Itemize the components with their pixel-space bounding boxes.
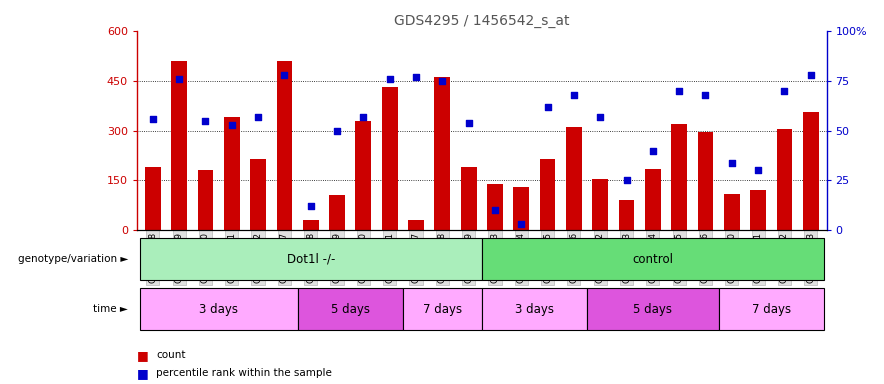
Text: Dot1l -/-: Dot1l -/- bbox=[286, 253, 335, 266]
Point bbox=[330, 127, 344, 134]
Point bbox=[567, 91, 581, 98]
Point bbox=[356, 114, 370, 120]
Point bbox=[698, 91, 713, 98]
Bar bbox=[592, 179, 608, 230]
Bar bbox=[803, 112, 819, 230]
Bar bbox=[140, 238, 482, 280]
Bar bbox=[671, 124, 687, 230]
Point bbox=[725, 159, 739, 166]
Bar bbox=[140, 288, 298, 330]
Bar bbox=[434, 77, 450, 230]
Text: genotype/variation ►: genotype/variation ► bbox=[18, 254, 128, 264]
Point bbox=[278, 71, 292, 78]
Bar bbox=[145, 167, 161, 230]
Point bbox=[251, 114, 265, 120]
Text: count: count bbox=[156, 350, 186, 360]
Point bbox=[461, 119, 476, 126]
Point bbox=[593, 114, 607, 120]
Point bbox=[751, 167, 766, 174]
Bar bbox=[645, 169, 660, 230]
Point bbox=[646, 147, 660, 154]
Point bbox=[514, 221, 529, 227]
Text: 7 days: 7 days bbox=[423, 303, 461, 316]
Bar bbox=[171, 61, 187, 230]
Bar bbox=[751, 190, 766, 230]
Bar bbox=[197, 170, 213, 230]
Bar bbox=[408, 220, 424, 230]
Bar bbox=[776, 129, 792, 230]
Point bbox=[804, 71, 818, 78]
Point bbox=[172, 76, 187, 82]
Bar bbox=[487, 184, 503, 230]
Bar bbox=[277, 61, 293, 230]
Text: 3 days: 3 days bbox=[514, 303, 554, 316]
Point bbox=[383, 76, 397, 82]
Point bbox=[488, 207, 502, 214]
Bar bbox=[566, 127, 582, 230]
Text: control: control bbox=[632, 253, 674, 266]
Title: GDS4295 / 1456542_s_at: GDS4295 / 1456542_s_at bbox=[394, 14, 569, 28]
Bar bbox=[403, 288, 482, 330]
Bar bbox=[724, 194, 740, 230]
Text: ■: ■ bbox=[137, 367, 149, 380]
Bar bbox=[250, 159, 266, 230]
Point bbox=[672, 88, 686, 94]
Bar bbox=[587, 288, 719, 330]
Bar bbox=[482, 288, 587, 330]
Bar bbox=[461, 167, 476, 230]
Point bbox=[225, 121, 239, 127]
Bar bbox=[224, 117, 240, 230]
Bar bbox=[539, 159, 555, 230]
Text: ■: ■ bbox=[137, 349, 149, 362]
Point bbox=[620, 177, 634, 184]
Text: percentile rank within the sample: percentile rank within the sample bbox=[156, 368, 332, 378]
Bar bbox=[329, 195, 345, 230]
Bar bbox=[382, 87, 398, 230]
Bar bbox=[697, 132, 713, 230]
Bar bbox=[514, 187, 530, 230]
Bar bbox=[619, 200, 635, 230]
Text: time ►: time ► bbox=[94, 304, 128, 314]
Point bbox=[198, 118, 212, 124]
Text: 5 days: 5 days bbox=[633, 303, 673, 316]
Bar bbox=[482, 238, 824, 280]
Point bbox=[435, 78, 449, 84]
Point bbox=[303, 204, 317, 210]
Point bbox=[540, 104, 554, 110]
Point bbox=[146, 116, 160, 122]
Bar bbox=[298, 288, 403, 330]
Bar bbox=[719, 288, 824, 330]
Bar bbox=[355, 121, 371, 230]
Text: 7 days: 7 days bbox=[751, 303, 791, 316]
Point bbox=[777, 88, 791, 94]
Point bbox=[409, 74, 423, 80]
Bar bbox=[303, 220, 318, 230]
Text: 3 days: 3 days bbox=[199, 303, 238, 316]
Text: 5 days: 5 days bbox=[331, 303, 370, 316]
